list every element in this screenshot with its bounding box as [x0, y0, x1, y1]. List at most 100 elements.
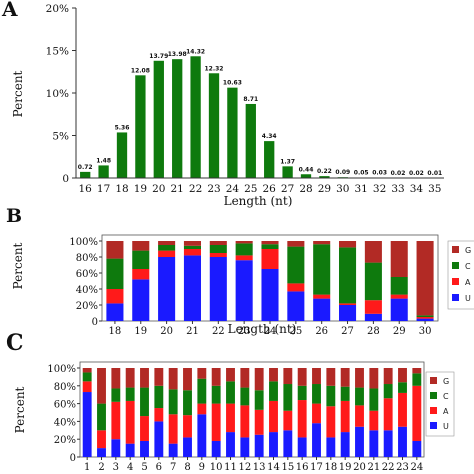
- panel-c-bar-segment-a: [412, 385, 422, 441]
- panel-c-bar-segment-u: [154, 421, 164, 457]
- legend-label-g: G: [443, 377, 449, 386]
- panel-a-data-label: 0.02: [391, 170, 406, 177]
- panel-a-data-label: 0.44: [299, 166, 314, 173]
- panel-a-data-label: 12.32: [205, 65, 224, 72]
- panel-c-xtick-label: 1: [84, 462, 90, 473]
- panel-c-bar-segment-g: [226, 368, 235, 382]
- panel-a-data-label: 0.09: [335, 169, 350, 176]
- legend-swatch-u: [452, 294, 459, 301]
- panel-c-bar-segment-c: [168, 389, 178, 415]
- panel-c-bar-segment-c: [226, 381, 235, 404]
- panel-b-xtick-label: 30: [419, 326, 432, 337]
- panel-c-label: C: [6, 330, 24, 356]
- panel-c-ytick-label: 60%: [54, 400, 76, 411]
- panel-b-bar-segment-u: [390, 298, 408, 321]
- panel-c-bar-segment-c: [211, 385, 221, 404]
- panel-b-bar-segment-c: [313, 244, 331, 295]
- panel-c-bar-segment-a: [140, 416, 149, 441]
- panel-c-bar-segment-u: [211, 440, 221, 457]
- panel-c-xtick-label: 16: [296, 462, 309, 473]
- panel-c-xtick-label: 12: [238, 462, 251, 473]
- panel-b-bar-segment-g: [183, 241, 201, 246]
- panel-c-bar-segment-c: [254, 390, 264, 410]
- panel-b-chart: B Percent Length (nt) 0 20% 40% 60% 80% 100% 1…: [6, 205, 474, 337]
- panel-a-xtick-label: 25: [244, 183, 257, 195]
- panel-c-bar-segment-u: [326, 437, 336, 457]
- panel-c-bar-segment-a: [283, 410, 293, 431]
- panel-c-xtick-label: 17: [310, 462, 323, 473]
- panel-a-bar: [282, 166, 293, 178]
- panel-b-bar-segment-u: [106, 303, 124, 321]
- panel-b-bar-segment-a: [364, 300, 382, 314]
- panel-b-bar-segment-a: [209, 253, 227, 257]
- panel-b-bar-segment-a: [261, 249, 279, 269]
- panel-c-xtick-label: 15: [281, 462, 294, 473]
- panel-c-bar-segment-u: [369, 430, 379, 457]
- panel-c-bar-segment-c: [412, 373, 422, 386]
- panel-c-xtick-label: 9: [199, 462, 205, 473]
- panel-a-bar: [208, 73, 220, 178]
- panel-c-bar-segment-u: [412, 440, 422, 457]
- panel-b-bar-segment-u: [183, 255, 201, 321]
- panel-b-xtick-label: 20: [160, 326, 173, 337]
- panel-c-xtick-label: 6: [156, 462, 162, 473]
- panel-c-bar-segment-g: [326, 368, 336, 386]
- panel-c-bar-segment-a: [340, 400, 350, 433]
- panel-c-bar-segment-a: [111, 401, 121, 440]
- panel-a-bar: [227, 87, 238, 178]
- panel-b-bar-segment-u: [132, 279, 150, 321]
- panel-a-data-label: 5.36: [115, 124, 130, 131]
- panel-c-ytick-label: 0: [70, 453, 76, 464]
- panel-c-bar-segment-a: [383, 398, 393, 431]
- panel-c-ylabel: Percent: [13, 386, 27, 433]
- panel-c-frame: [79, 361, 425, 458]
- panel-b-bar-segment-a: [287, 283, 305, 292]
- panel-c-bar-segment-g: [140, 368, 149, 388]
- panel-c-bar-segment-g: [412, 368, 422, 374]
- panel-c-bar-segment-u: [383, 430, 393, 457]
- panel-c-ytick-label: 100%: [47, 364, 76, 375]
- panel-c-bar-segment-u: [97, 448, 106, 457]
- panel-a-bar: [245, 103, 256, 178]
- legend-label-c: C: [465, 262, 471, 271]
- panel-b-xtick-label: 26: [315, 326, 328, 337]
- panel-c-bar-segment-g: [283, 368, 293, 385]
- panel-a-xtick-label: 31: [355, 183, 368, 195]
- panel-c-bar-segment-c: [197, 378, 207, 404]
- panel-a-data-label: 4.34: [262, 133, 277, 140]
- panel-a-xtick-label: 17: [97, 183, 110, 195]
- panel-a-ytick-label: 0: [62, 173, 69, 185]
- panel-c-xtick-label: 18: [324, 462, 337, 473]
- panel-a-xtick-label: 26: [263, 183, 277, 195]
- panel-c-xtick-label: 13: [253, 462, 266, 473]
- panel-c-xtick-label: 8: [184, 462, 190, 473]
- panel-c-bar-segment-g: [111, 368, 121, 389]
- panel-b-bar-segment-g: [287, 241, 305, 247]
- panel-c-bar-segment-c: [269, 381, 278, 401]
- panel-c-bar-segment-u: [140, 440, 149, 457]
- panel-c-bar-segment-u: [355, 426, 364, 457]
- panel-b-bar-segment-c: [416, 315, 434, 317]
- panel-c-bar-segment-a: [297, 400, 307, 438]
- panel-c-bar-segment-u: [269, 432, 278, 457]
- panel-a-bar: [153, 60, 164, 178]
- panel-c-bar-segment-u: [297, 437, 307, 457]
- panel-c-ytick-label: 80%: [54, 382, 76, 393]
- panel-a-data-label: 0.03: [372, 170, 387, 177]
- panel-b-bar-segment-g: [313, 241, 331, 245]
- legend-swatch-c: [430, 392, 437, 399]
- panel-b-xtick-label: 18: [109, 326, 122, 337]
- panel-c-bar-segment-c: [154, 385, 164, 409]
- panel-b-bar-segment-a: [132, 269, 150, 280]
- panel-c-bar-segment-g: [240, 368, 250, 388]
- panel-b-bar-segment-g: [390, 241, 408, 277]
- panel-b-bar-segment-a: [313, 294, 331, 299]
- panel-c-bar-segment-c: [97, 403, 106, 431]
- panel-b-bar-segment-u: [364, 313, 382, 321]
- panel-a-xtick-label: 27: [281, 183, 294, 195]
- panel-b-bar-segment-g: [261, 241, 279, 245]
- legend-label-a: A: [443, 407, 449, 416]
- panel-a-bar: [80, 171, 91, 178]
- panel-a-ytick-label: 10%: [46, 88, 69, 100]
- panel-c-bar-segment-c: [111, 388, 121, 402]
